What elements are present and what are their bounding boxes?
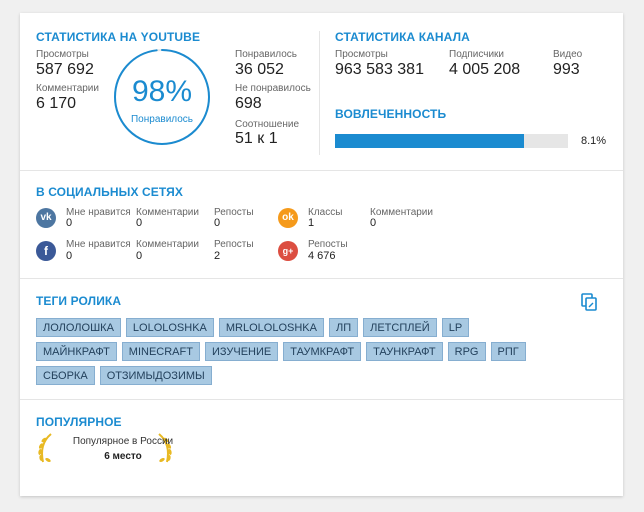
video-label: Видео — [553, 49, 583, 60]
video-value: 993 — [553, 61, 580, 78]
fb-comments-value: 0 — [136, 250, 143, 262]
channel-stats-title: Статистика канала — [335, 30, 470, 44]
subscribers-label: Подписчики — [449, 49, 505, 60]
popular-region: Популярное в России — [72, 436, 174, 447]
vk-icon: vk — [36, 208, 56, 228]
vk-likes-value: 0 — [66, 217, 73, 229]
tag-chip[interactable]: отзимыдозимы — [99, 366, 212, 385]
youtube-stats-title: Статистика на Youtube — [36, 30, 201, 44]
dislikes-value: 698 — [235, 95, 262, 112]
like-ratio-ring: 98% Понравилось — [112, 47, 212, 147]
ok-classes-label: Классы — [308, 207, 343, 218]
ring-label: Понравилось — [130, 114, 193, 125]
fb-comments-label: Комментарии — [136, 239, 199, 250]
tag-chip[interactable]: сборка — [36, 366, 95, 385]
tag-chip[interactable]: летсплей — [363, 318, 437, 337]
popular-rank: 6 место — [104, 451, 142, 462]
likes-label: Понравилось — [235, 49, 298, 60]
vk-reposts-label: Репосты — [214, 207, 254, 218]
divider — [20, 278, 623, 279]
tags-title: Теги ролика — [36, 294, 122, 308]
tag-chip[interactable]: лп — [328, 318, 359, 337]
tag-chip[interactable]: таункрафт — [366, 342, 443, 361]
fb-reposts-label: Репосты — [214, 239, 254, 250]
copy-tags-icon[interactable] — [580, 293, 598, 311]
dislikes-label: Не понравилось — [235, 83, 311, 94]
ring-chart — [114, 49, 210, 145]
channel-views-value: 963 583 381 — [335, 61, 424, 78]
views-label: Просмотры — [36, 49, 89, 60]
popular-title: Популярное — [36, 415, 122, 429]
facebook-icon: f — [36, 241, 56, 261]
ratio-label: Соотношение — [235, 119, 300, 130]
tags-list: Лололошка Lololoshka mrlololoshka лп летспле… — [36, 318, 556, 390]
views-value: 587 692 — [36, 61, 94, 78]
likes-value: 36 052 — [235, 61, 284, 78]
gplus-reposts-value: 4 676 — [308, 250, 336, 262]
divider — [20, 399, 623, 400]
gplus-reposts-label: Репосты — [308, 239, 348, 250]
social-title: В социальных сетях — [36, 185, 183, 199]
vk-likes-label: Мне нравится — [66, 207, 131, 218]
tag-chip[interactable]: рпг — [490, 342, 526, 361]
fb-reposts-value: 2 — [214, 250, 221, 262]
odnoklassniki-icon: ok — [278, 208, 298, 228]
ok-comments-label: Комментарии — [370, 207, 433, 218]
fb-likes-value: 0 — [66, 250, 73, 262]
ring-arc — [114, 49, 210, 145]
comments-label: Комментарии — [36, 83, 99, 94]
vk-reposts-value: 0 — [214, 217, 221, 229]
vk-comments-label: Комментарии — [136, 207, 199, 218]
engagement-percent: 8.1% — [581, 135, 607, 147]
ratio-value: 51 к 1 — [235, 130, 278, 147]
engagement-title: Вовлеченность — [335, 107, 447, 121]
engagement-bar — [335, 134, 568, 148]
divider — [20, 170, 623, 171]
laurel-right-icon — [158, 433, 172, 463]
tag-chip[interactable]: minecraft — [121, 342, 200, 361]
ok-comments-value: 0 — [370, 217, 377, 229]
tag-chip[interactable]: Лололошка — [36, 318, 121, 337]
tag-chip[interactable]: таумкрафт — [283, 342, 362, 361]
copy-icon-svg — [581, 293, 597, 311]
vk-comments-value: 0 — [136, 217, 143, 229]
tag-chip[interactable]: lp — [441, 318, 470, 337]
ok-classes-value: 1 — [308, 217, 315, 229]
stats-card: Статистика на Youtube Просмотры 587 692 … — [20, 13, 623, 496]
fb-likes-label: Мне нравится — [66, 239, 131, 250]
comments-value: 6 170 — [36, 95, 77, 112]
laurel-left-icon — [38, 433, 52, 463]
tag-chip[interactable]: rpg — [447, 342, 486, 361]
tag-chip[interactable]: mrlololoshka — [218, 318, 324, 337]
google-plus-icon: g+ — [278, 241, 298, 261]
tag-chip[interactable]: изучение — [204, 342, 279, 361]
tag-chip[interactable]: майнкрафт — [36, 342, 117, 361]
channel-views-label: Просмотры — [335, 49, 388, 60]
engagement-bar-fill — [335, 134, 524, 148]
tag-chip[interactable]: Lololoshka — [125, 318, 214, 337]
ring-percent: 98% — [131, 75, 193, 108]
vertical-divider — [319, 31, 320, 155]
subscribers-value: 4 005 208 — [449, 61, 521, 78]
